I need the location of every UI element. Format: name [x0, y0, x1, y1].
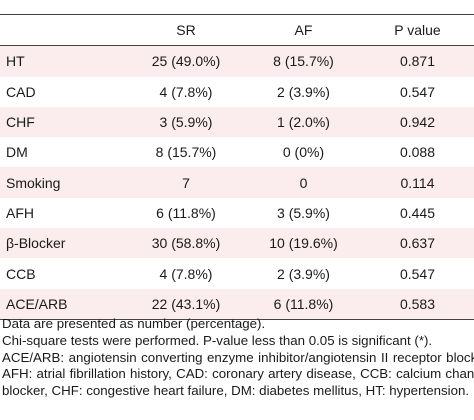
row-label: CHF	[6, 114, 35, 131]
p-value: 0.547	[399, 265, 436, 282]
sr-value: 3 (5.9%)	[159, 114, 213, 131]
sr-value: 7	[182, 174, 190, 191]
table-footnotes: Data are presented as number (percentage…	[2, 316, 474, 400]
p-value: 0.445	[399, 204, 436, 221]
p-value: 0.871	[399, 53, 436, 70]
header-af: AF	[294, 22, 313, 39]
sr-value: 6 (11.8%)	[156, 204, 216, 221]
af-value: 2 (3.9%)	[277, 83, 330, 100]
af-value: 6 (11.8%)	[273, 295, 334, 312]
header-blank	[0, 15, 126, 46]
p-value: 0.088	[399, 144, 436, 161]
sr-value: 8 (15.7%)	[155, 144, 217, 161]
row-label: DM	[6, 144, 28, 161]
table-body: HT 25 (49.0%) 8 (15.7%) 0.871 CAD 4 (7.8…	[0, 45, 474, 320]
data-table: SR AF P value HT 25 (49.0%) 8 (15.7%) 0.…	[0, 14, 474, 320]
header-p-value: P value	[394, 22, 441, 39]
p-value: 0.583	[399, 295, 436, 312]
table-row: CHF 3 (5.9%) 1 (2.0%) 0.942	[0, 106, 474, 138]
af-value: 2 (3.9%)	[277, 265, 330, 282]
af-value: 8 (15.7%)	[273, 53, 334, 70]
header-sr: SR	[176, 22, 196, 39]
p-value: 0.637	[399, 235, 436, 252]
row-label: CAD	[6, 83, 36, 100]
row-label: β-Blocker	[6, 235, 66, 252]
af-value: 0	[299, 174, 308, 191]
sr-value: 25 (49.0%)	[151, 53, 221, 70]
row-label: CCB	[6, 265, 36, 282]
header-row: SR AF P value	[0, 14, 474, 46]
table-row: DM 8 (15.7%) 0 (0%) 0.088	[0, 137, 474, 168]
af-value: 0 (0%)	[282, 144, 325, 161]
footnote-statistics: Chi-square tests were performed. P-value…	[2, 332, 433, 348]
row-label: Smoking	[6, 174, 61, 191]
row-label: ACE/ARB	[6, 295, 68, 312]
p-value: 0.114	[400, 174, 435, 191]
af-value: 3 (5.9%)	[277, 204, 330, 221]
af-value: 1 (2.0%)	[277, 114, 330, 131]
table-row: HT 25 (49.0%) 8 (15.7%) 0.871	[0, 45, 474, 77]
af-value: 10 (19.6%)	[269, 235, 338, 252]
table-row: β-Blocker 30 (58.8%) 10 (19.6%) 0.637	[0, 228, 474, 259]
sr-value: 22 (43.1%)	[151, 295, 221, 312]
table-row: AFH 6 (11.8%) 3 (5.9%) 0.445	[0, 197, 474, 229]
p-value: 0.547	[399, 83, 436, 100]
sr-value: 4 (7.8%)	[159, 265, 213, 282]
row-label: HT	[6, 53, 25, 70]
table-row: CAD 4 (7.8%) 2 (3.9%) 0.547	[0, 76, 474, 107]
row-label: AFH	[6, 204, 34, 221]
table-row: CCB 4 (7.8%) 2 (3.9%) 0.547	[0, 258, 474, 289]
sr-value: 4 (7.8%)	[159, 83, 213, 100]
sr-value: 30 (58.8%)	[151, 235, 221, 252]
footnote-data-format: Data are presented as number (percentage…	[2, 316, 266, 331]
table-row: Smoking 7 0 0.114	[0, 167, 474, 198]
table-header: SR AF P value	[0, 14, 474, 46]
footnote-abbreviations: ACE/ARB: angiotensin converting enzyme i…	[2, 349, 474, 399]
table-row: ACE/ARB 22 (43.1%) 6 (11.8%) 0.583	[0, 288, 474, 320]
p-value: 0.942	[399, 114, 436, 131]
